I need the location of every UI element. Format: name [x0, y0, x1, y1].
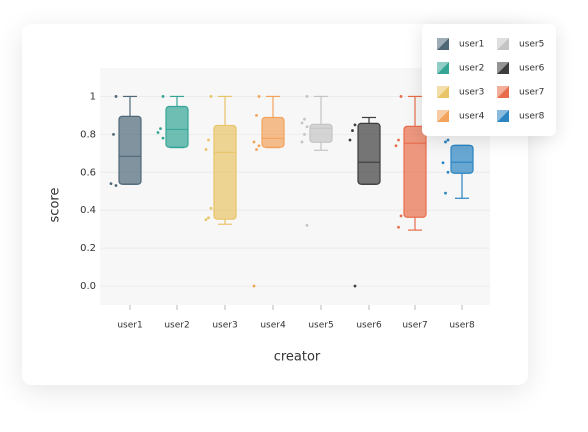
data-point: [305, 95, 309, 98]
legend: [422, 24, 556, 136]
data-point: [255, 114, 258, 117]
data-point: [209, 95, 213, 98]
y-axis-label: score: [48, 188, 63, 223]
data-point: [394, 144, 398, 148]
data-point: [156, 131, 160, 134]
data-point: [444, 140, 447, 144]
data-point: [252, 284, 256, 288]
data-point: [444, 191, 447, 195]
data-point: [112, 132, 115, 136]
data-point: [207, 138, 210, 142]
box: [450, 144, 474, 174]
box: [403, 125, 427, 218]
box: [118, 115, 142, 185]
y-tick-label: 0.8: [80, 129, 96, 140]
x-axis-label: creator: [274, 350, 321, 365]
data-point: [252, 140, 256, 144]
data-point: [353, 123, 357, 127]
data-point: [353, 284, 357, 288]
data-point: [399, 95, 403, 98]
box: [357, 122, 381, 185]
data-point: [300, 121, 304, 125]
box: [309, 123, 333, 143]
y-tick-label: 0.6: [80, 167, 96, 178]
data-point: [351, 129, 354, 132]
data-point: [159, 127, 162, 131]
x-tick-label: user1: [117, 321, 142, 331]
data-point: [397, 225, 400, 229]
data-point: [209, 206, 213, 210]
box: [165, 105, 189, 148]
y-tick-label: 0.4: [80, 205, 96, 216]
data-point: [257, 95, 261, 98]
data-point: [114, 184, 118, 187]
data-point: [300, 140, 304, 144]
data-point: [399, 214, 403, 218]
x-tick-label: user4: [260, 321, 286, 331]
x-tick-label: user8: [449, 321, 475, 331]
y-tick-label: 0.2: [80, 243, 96, 254]
data-point: [109, 182, 113, 186]
x-tick-label: user6: [356, 321, 382, 331]
x-tick-label: user5: [308, 321, 333, 331]
data-point: [305, 223, 309, 227]
data-point: [348, 138, 352, 142]
data-point: [204, 218, 208, 222]
data-point: [441, 161, 445, 165]
x-tick-label: user7: [402, 321, 427, 331]
data-point: [446, 170, 450, 174]
data-point: [114, 95, 118, 98]
box: [261, 116, 285, 148]
data-point: [255, 148, 258, 151]
data-point: [397, 138, 400, 142]
data-point: [207, 216, 210, 220]
data-point: [303, 117, 306, 121]
data-point: [303, 132, 306, 136]
data-point: [161, 136, 165, 140]
data-point: [305, 125, 309, 129]
x-tick-label: user2: [164, 321, 189, 331]
x-tick-label: user3: [212, 321, 237, 331]
box: [213, 124, 237, 220]
data-point: [257, 144, 261, 148]
data-point: [446, 138, 450, 142]
data-point: [204, 148, 208, 151]
data-point: [161, 95, 165, 98]
y-tick-label: 0.0: [80, 281, 96, 292]
y-tick-label: 1: [90, 91, 96, 102]
